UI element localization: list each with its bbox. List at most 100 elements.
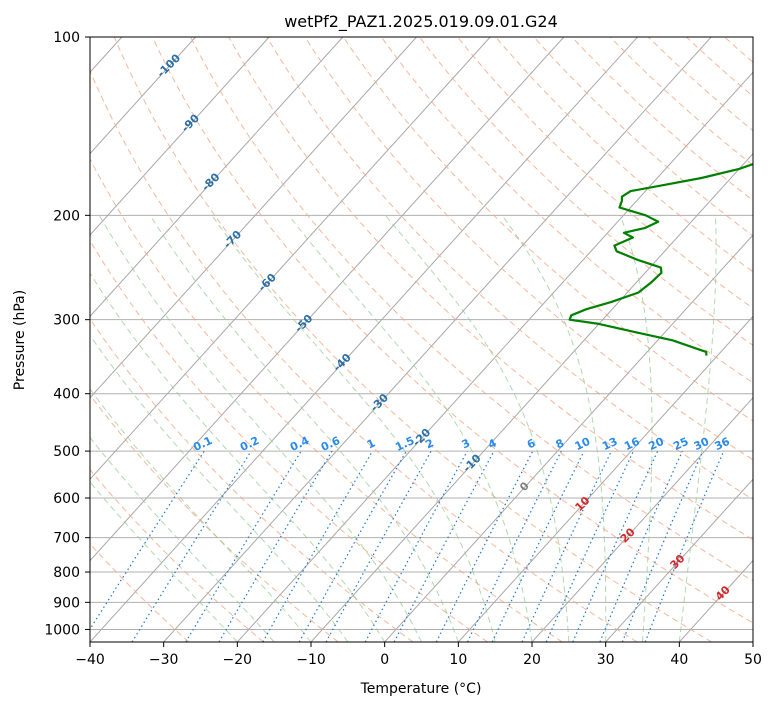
mixing-ratio-line (621, 450, 704, 642)
y-tick-label: 200 (53, 208, 80, 224)
mixing-ratio-label: 20 (647, 435, 667, 453)
mixing-ratio-label: 6 (525, 436, 538, 451)
mixing-ratio-label: 25 (671, 435, 690, 453)
y-axis-label: Pressure (hPa) (12, 290, 28, 390)
isotherm-line (163, 37, 712, 642)
y-tick-label: 800 (53, 565, 80, 581)
y-tick-label: 1000 (44, 622, 80, 638)
dry-adiabat-line (419, 37, 753, 346)
mixing-ratio-line (491, 450, 585, 642)
mixing-ratio-label: 4 (486, 436, 499, 451)
isotherm-line (310, 152, 753, 642)
dry-adiabat-line (533, 37, 753, 237)
moist-adiabat-line (98, 215, 422, 642)
isotherm-line (90, 37, 417, 399)
mixing-ratio-line (298, 450, 407, 642)
y-tick-label: 900 (53, 595, 80, 611)
x-tick-label: 30 (597, 652, 615, 668)
background-lines (90, 37, 753, 642)
mixing-ratio-line (521, 450, 612, 642)
moist-adiabat-line (149, 215, 459, 642)
mixing-ratio-line (466, 450, 562, 642)
mixing-ratio-line (131, 450, 252, 642)
x-tick-label: 40 (670, 652, 688, 668)
profile-lines (568, 37, 775, 358)
y-tick-label: 400 (53, 387, 80, 403)
isotherm-line (384, 234, 753, 642)
mixing-ratio-line (572, 450, 659, 642)
dry-adiabat-line (90, 468, 264, 642)
mixing-ratio-label: 36 (713, 435, 733, 453)
moist-adiabat-line (90, 272, 386, 642)
mixing-ratio-label: 10 (573, 435, 593, 453)
dewpoint-line (568, 162, 753, 356)
mixing-ratio-label: 13 (600, 435, 619, 453)
moist-adiabat-line (501, 215, 607, 642)
dry-adiabat-line (190, 37, 753, 582)
y-tick-label: 500 (53, 444, 80, 460)
dry-adiabat-line (228, 37, 753, 541)
dry-adiabat-line (152, 37, 753, 624)
dry-adiabat-line (113, 37, 712, 642)
x-tick-label: −20 (223, 652, 253, 668)
isotherm-line (90, 37, 491, 480)
mixing-ratio-line (364, 450, 468, 642)
mixing-ratio-line (90, 450, 205, 631)
isotherm-line (90, 37, 270, 236)
temperature-line (767, 37, 775, 358)
mixing-ratio-line (262, 450, 374, 642)
mixing-ratio-line (185, 450, 302, 642)
mixing-ratio-line (325, 450, 432, 642)
dry-adiabat-line (90, 69, 638, 642)
x-tick-label: −10 (296, 652, 326, 668)
moist-adiabat-line (288, 214, 533, 642)
isotherm-line (90, 37, 196, 155)
moist-adiabat-line (90, 436, 275, 642)
mixing-ratio-label: 16 (622, 435, 642, 453)
dry-adiabat-line (90, 157, 563, 642)
mixing-ratio-label: 3 (460, 436, 472, 451)
x-tick-label: 0 (380, 652, 389, 668)
mixing-ratio-line (393, 450, 495, 642)
isotherm-line (236, 71, 753, 642)
moist-adiabat-line (90, 481, 238, 642)
axis-ticks: −40 −30 −20 −10 0 10 20 30 40 50 100 200 300 400 500 60… (44, 30, 762, 668)
isotherm-line (90, 37, 565, 562)
mixing-ratio-line (644, 450, 725, 642)
isotherm-line (90, 37, 344, 318)
isotherm-line (531, 397, 753, 642)
x-tick-label: 20 (523, 652, 541, 668)
y-tick-label: 300 (53, 313, 80, 329)
x-tick-label: −30 (149, 652, 179, 668)
dry-adiabat-line (609, 37, 753, 166)
dry-adiabat-line (686, 37, 753, 97)
x-tick-label: 10 (449, 652, 467, 668)
dry-adiabat-line (90, 394, 339, 642)
y-tick-label: 700 (53, 531, 80, 547)
dry-adiabat-line (266, 37, 753, 500)
dry-adiabat-line (90, 543, 190, 642)
moist-adiabat-line (619, 215, 653, 642)
x-tick-label: −40 (75, 652, 105, 668)
x-tick-label: 50 (744, 652, 762, 668)
moist-adiabat-line (678, 215, 717, 642)
dry-adiabat-line (90, 318, 414, 642)
y-tick-label: 100 (53, 30, 80, 46)
mixing-ratio-line (218, 450, 333, 642)
mixing-ratio-label: 30 (692, 435, 712, 453)
moist-adiabat-line (90, 388, 312, 642)
y-tick-label: 600 (53, 491, 80, 507)
moist-adiabat-line (211, 215, 496, 642)
isotherm-line (678, 559, 753, 642)
chart-title: wetPf2_PAZ1.2025.019.09.01.G24 (284, 12, 558, 32)
isotherm-line (457, 315, 753, 642)
mixing-ratio-line (545, 450, 635, 642)
x-axis-label: Temperature (°C) (360, 681, 482, 697)
plot-frame (89, 36, 754, 643)
isotherm-line (605, 478, 753, 642)
dry-adiabat-line (380, 37, 753, 384)
isotherm-line (90, 37, 638, 642)
dry-adiabat-line (495, 37, 753, 273)
isotherm-line (752, 641, 753, 642)
dry-adiabat-line (90, 239, 488, 642)
